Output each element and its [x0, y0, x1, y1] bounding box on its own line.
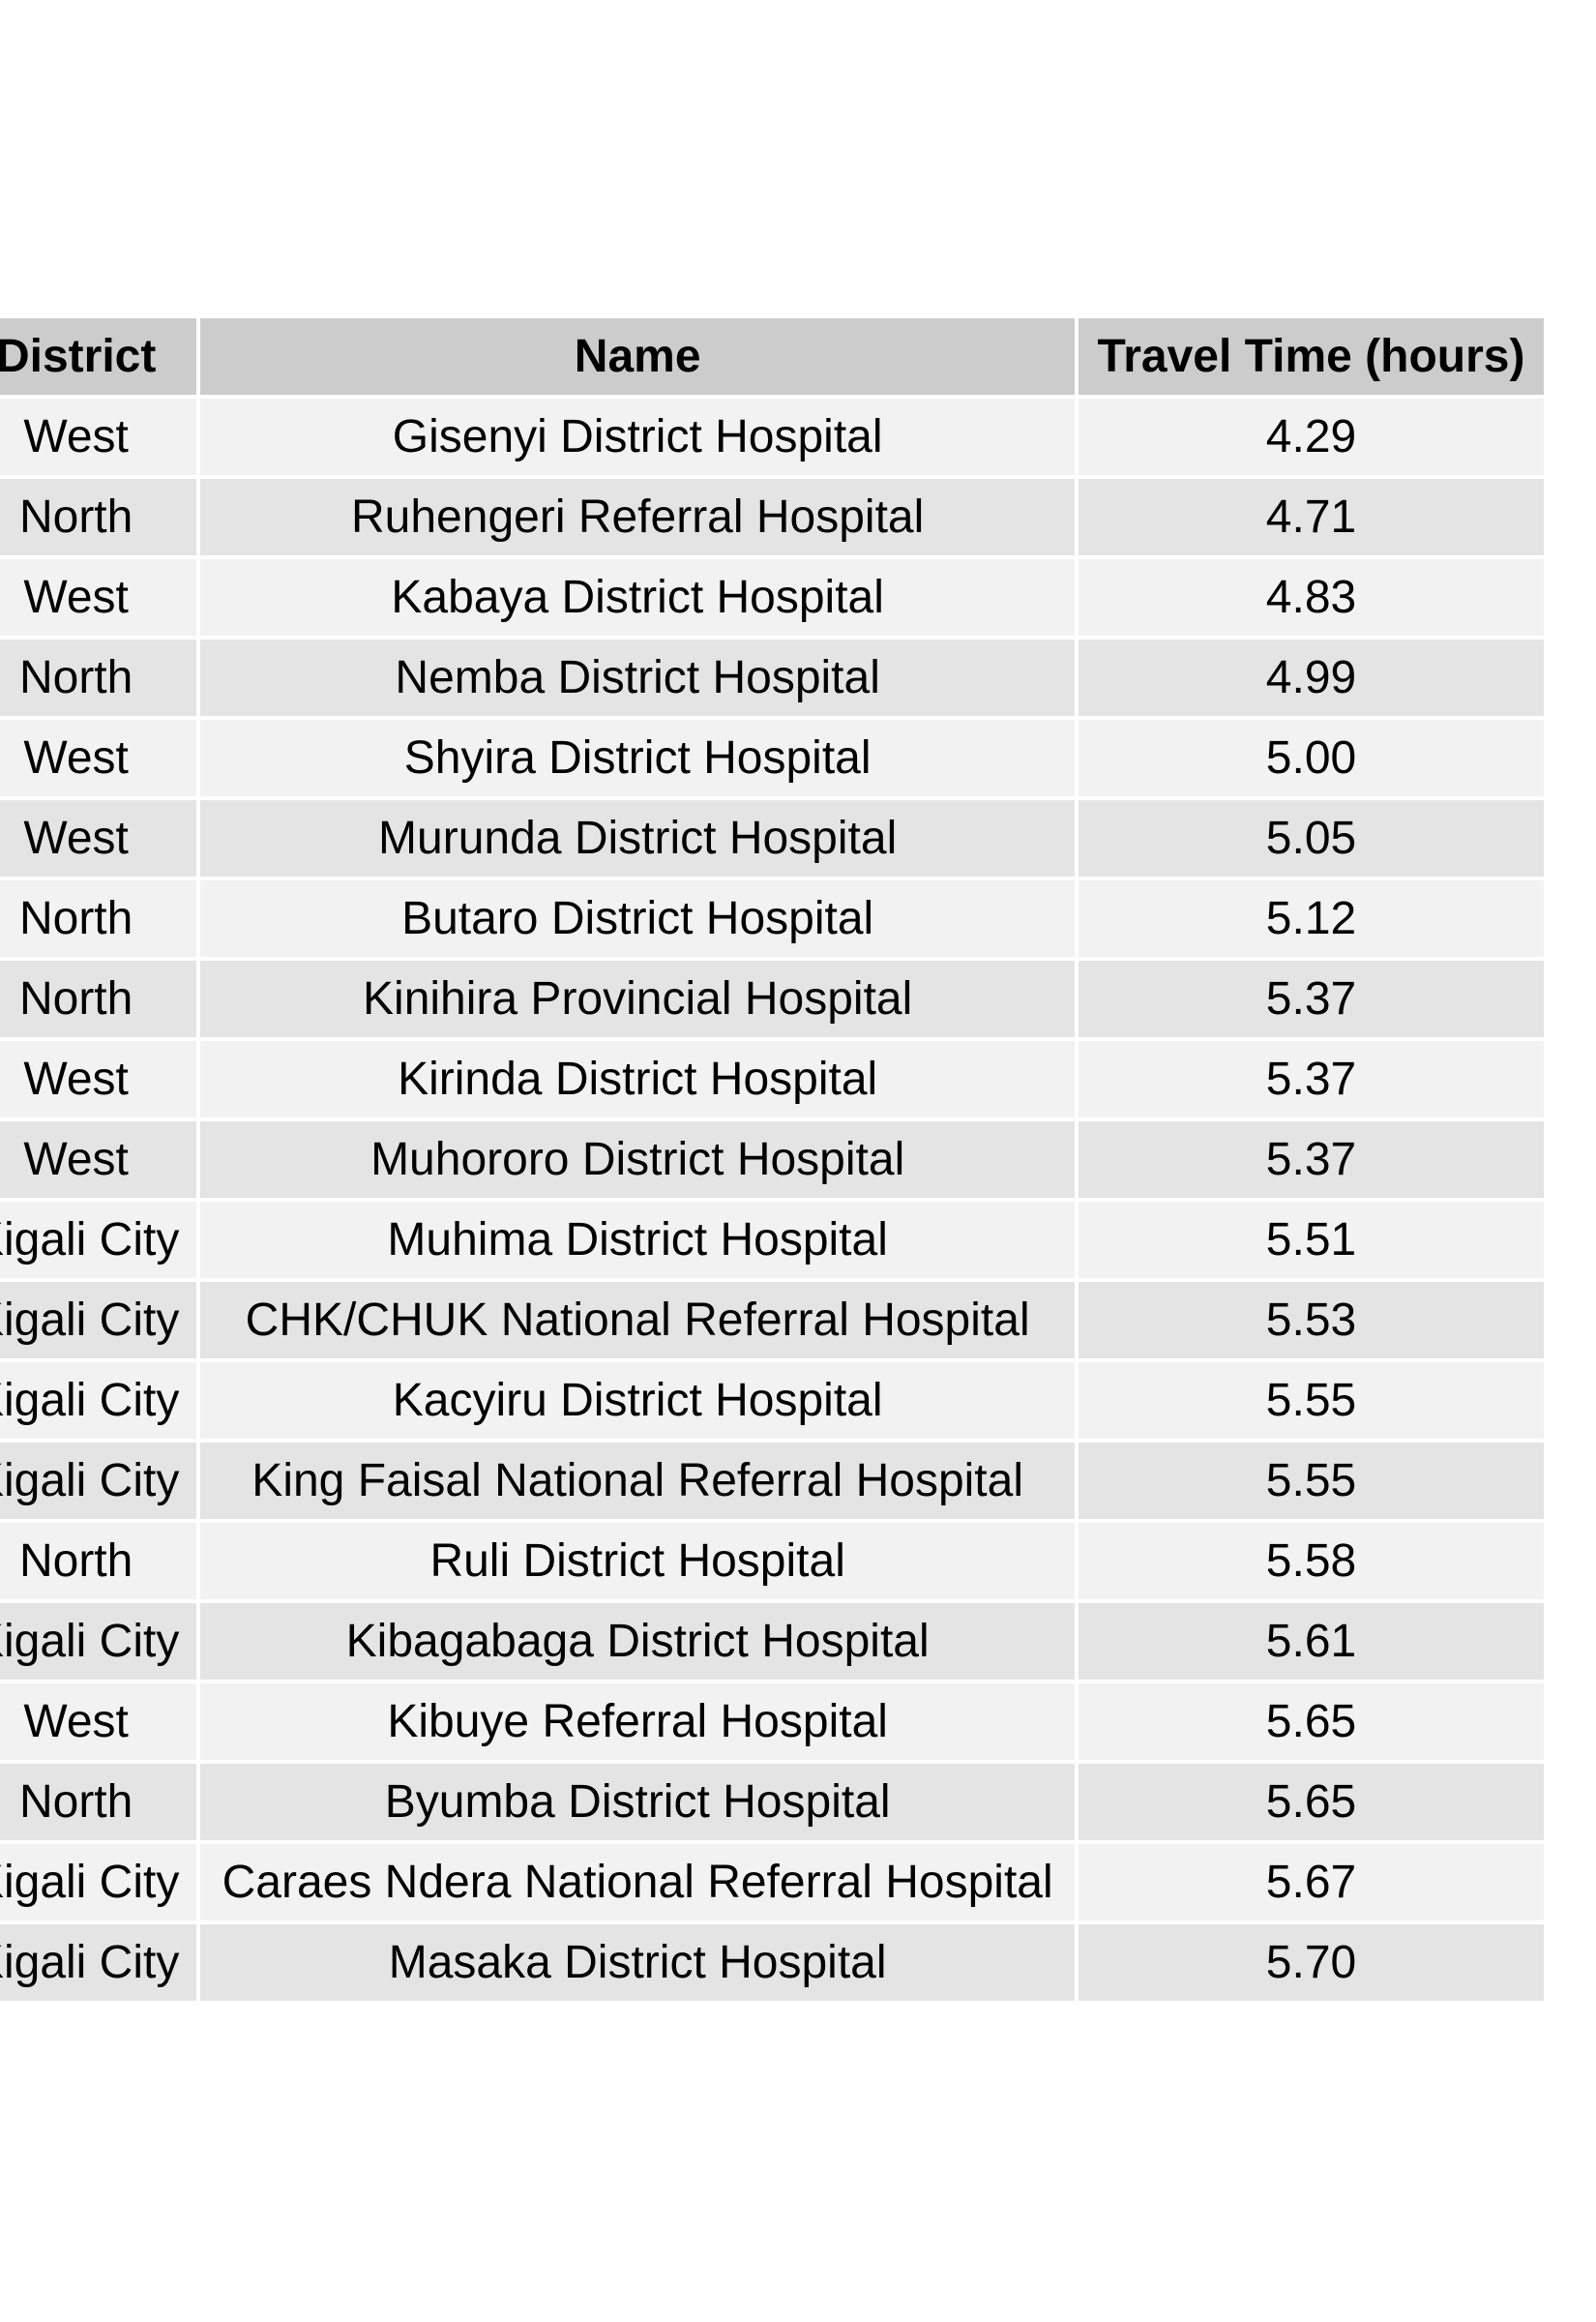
table-row: West Muhororo District Hospital 5.37 — [0, 1121, 1544, 1198]
district-cell: North — [0, 1764, 197, 1840]
district-cell: West — [0, 800, 197, 877]
district-cell: West — [0, 1121, 197, 1198]
district-cell: Kigali City — [0, 1844, 197, 1920]
table-row: North Butaro District Hospital 5.12 — [0, 880, 1544, 957]
table-row: West Murunda District Hospital 5.05 — [0, 800, 1544, 877]
hospital-name-cell: Butaro District Hospital — [200, 880, 1076, 957]
district-cell: North — [0, 479, 197, 555]
district-cell: West — [0, 1683, 197, 1760]
district-cell: West — [0, 559, 197, 636]
hospital-name-cell: Byumba District Hospital — [200, 1764, 1076, 1840]
hospital-name-cell: Gisenyi District Hospital — [200, 399, 1076, 475]
table-row: North Ruhengeri Referral Hospital 4.71 — [0, 479, 1544, 555]
district-cell: West — [0, 1041, 197, 1117]
district-cell: North — [0, 880, 197, 957]
hospital-name-cell: Nemba District Hospital — [200, 640, 1076, 716]
travel-time-cell: 5.61 — [1079, 1603, 1544, 1680]
table-row: West Gisenyi District Hospital 4.29 — [0, 399, 1544, 475]
table-body: West Gisenyi District Hospital 4.29 North Ru… — [0, 399, 1544, 2001]
district-cell: North — [0, 961, 197, 1037]
header-row: District Name Travel Time (hours) — [0, 318, 1544, 395]
travel-time-cell: 5.55 — [1079, 1362, 1544, 1439]
hospital-name-cell: Murunda District Hospital — [200, 800, 1076, 877]
travel-time-cell: 5.05 — [1079, 800, 1544, 877]
table-row: North Ruli District Hospital 5.58 — [0, 1523, 1544, 1599]
table-row: West Shyira District Hospital 5.00 — [0, 720, 1544, 796]
table-row: West Kirinda District Hospital 5.37 — [0, 1041, 1544, 1117]
travel-time-cell: 4.99 — [1079, 640, 1544, 716]
column-header-travel-time: Travel Time (hours) — [1079, 318, 1544, 395]
district-cell: Kigali City — [0, 1603, 197, 1680]
hospital-name-cell: Kirinda District Hospital — [200, 1041, 1076, 1117]
travel-time-cell: 5.58 — [1079, 1523, 1544, 1599]
hospital-name-cell: Kibagabaga District Hospital — [200, 1603, 1076, 1680]
hospital-name-cell: CHK/CHUK National Referral Hospital — [200, 1282, 1076, 1358]
district-cell: Kigali City — [0, 1202, 197, 1278]
travel-time-cell: 5.12 — [1079, 880, 1544, 957]
travel-time-cell: 5.37 — [1079, 1041, 1544, 1117]
hospital-name-cell: Kinihira Provincial Hospital — [200, 961, 1076, 1037]
hospital-name-cell: Masaka District Hospital — [200, 1924, 1076, 2001]
hospital-name-cell: Muhima District Hospital — [200, 1202, 1076, 1278]
district-cell: West — [0, 399, 197, 475]
hospital-name-cell: Muhororo District Hospital — [200, 1121, 1076, 1198]
travel-time-cell: 5.65 — [1079, 1683, 1544, 1760]
district-cell: West — [0, 720, 197, 796]
hospital-name-cell: Ruli District Hospital — [200, 1523, 1076, 1599]
travel-time-cell: 5.53 — [1079, 1282, 1544, 1358]
table-row: North Byumba District Hospital 5.65 — [0, 1764, 1544, 1840]
hospital-name-cell: King Faisal National Referral Hospital — [200, 1443, 1076, 1519]
travel-time-cell: 5.70 — [1079, 1924, 1544, 2001]
travel-time-cell: 5.55 — [1079, 1443, 1544, 1519]
district-cell: North — [0, 1523, 197, 1599]
district-cell: Kigali City — [0, 1443, 197, 1519]
hospital-name-cell: Kacyiru District Hospital — [200, 1362, 1076, 1439]
district-cell: Kigali City — [0, 1924, 197, 2001]
travel-time-cell: 4.83 — [1079, 559, 1544, 636]
column-header-name: Name — [200, 318, 1076, 395]
hospital-travel-time-table: District Name Travel Time (hours) West Gi… — [0, 314, 1548, 2005]
table-row: West Kibuye Referral Hospital 5.65 — [0, 1683, 1544, 1760]
hospital-name-cell: Kabaya District Hospital — [200, 559, 1076, 636]
travel-time-cell: 5.51 — [1079, 1202, 1544, 1278]
travel-time-cell: 5.65 — [1079, 1764, 1544, 1840]
hospital-name-cell: Kibuye Referral Hospital — [200, 1683, 1076, 1760]
travel-time-cell: 4.29 — [1079, 399, 1544, 475]
travel-time-cell: 5.67 — [1079, 1844, 1544, 1920]
hospital-name-cell: Caraes Ndera National Referral Hospital — [200, 1844, 1076, 1920]
travel-time-cell: 5.00 — [1079, 720, 1544, 796]
district-cell: Kigali City — [0, 1282, 197, 1358]
travel-time-cell: 5.37 — [1079, 1121, 1544, 1198]
travel-time-cell: 5.37 — [1079, 961, 1544, 1037]
district-cell: North — [0, 640, 197, 716]
table-row: North Nemba District Hospital 4.99 — [0, 640, 1544, 716]
table-row: West Kabaya District Hospital 4.83 — [0, 559, 1544, 636]
table-row: North Kinihira Provincial Hospital 5.37 — [0, 961, 1544, 1037]
district-cell: Kigali City — [0, 1362, 197, 1439]
table-container: District Name Travel Time (hours) West Gi… — [0, 314, 1596, 2008]
travel-time-cell: 4.71 — [1079, 479, 1544, 555]
hospital-name-cell: Ruhengeri Referral Hospital — [200, 479, 1076, 555]
hospital-name-cell: Shyira District Hospital — [200, 720, 1076, 796]
column-header-district: District — [0, 318, 197, 395]
